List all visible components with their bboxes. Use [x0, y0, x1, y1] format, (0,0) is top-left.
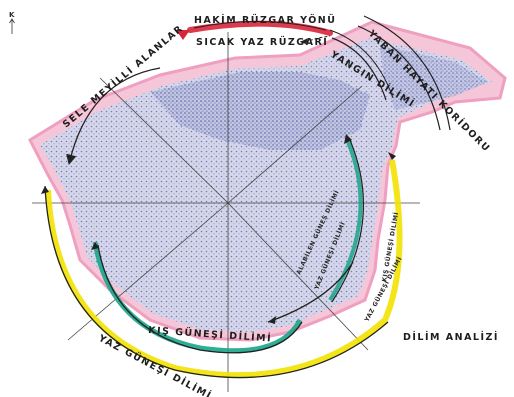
sun-arcs	[41, 134, 403, 379]
sicak-ruzgar-dashed	[304, 35, 331, 43]
kis-gunesi-ink-arc	[97, 244, 303, 354]
yaz-gunesi-end-arrow-icon	[388, 152, 396, 160]
hakim-ruzgar-arrow	[187, 20, 333, 36]
wind-annotations: HAKİM RÜZGAR YÖNÜ SICAK YAZ RÜZGARI	[176, 15, 336, 48]
sele-meyilli-arc	[66, 67, 161, 166]
north-label: K	[9, 11, 15, 19]
radial-line-se	[227, 202, 369, 351]
sicak-ruzgar-arrowhead-icon	[300, 38, 308, 44]
site-area	[28, 20, 507, 342]
site-dense-zone	[150, 72, 370, 150]
hakim-ruzgar-arrowhead-icon	[176, 30, 190, 40]
yaz-gunesi-yellow-band	[45, 159, 403, 379]
kis-gunesi-teal-band	[92, 241, 303, 354]
inner-ink-arc	[267, 261, 354, 323]
hakim-ruzgar-label: HAKİM RÜZGAR YÖNÜ	[194, 15, 336, 26]
inner-arc-arrow-icon	[268, 316, 276, 324]
yaban-hayat-arc-2	[363, 15, 451, 131]
right-ink-arc	[331, 139, 364, 303]
radial-line-nw	[99, 77, 229, 204]
yangin-dilimi-arc	[331, 37, 387, 101]
dilim-analizi-title: DİLİM ANALİZİ	[403, 332, 499, 343]
yaz-gunesi-ink-arc	[44, 185, 389, 379]
radial-line-ne	[227, 85, 363, 204]
north-arrow-head-icon	[9, 18, 15, 24]
yaz-gunesi-label: YAZ GÜNEŞİ DİLİMİ	[96, 332, 214, 397]
yaban-hayat-arc	[357, 25, 441, 131]
hakim-ruzgar-ink-line	[193, 21, 327, 31]
sicak-yaz-ruzgari-label: SICAK YAZ RÜZGARI	[196, 37, 328, 48]
site-dotted-fill	[40, 38, 492, 332]
right-arc-arrow-icon	[344, 134, 352, 144]
right-teal-band	[328, 141, 363, 302]
yaz-gunesi-start-arrow-icon	[41, 186, 49, 194]
yangin-dilimi-arc-2	[329, 29, 394, 99]
kis-gunesi-start-arrow-icon	[91, 242, 99, 250]
north-arrow: K	[9, 11, 15, 34]
